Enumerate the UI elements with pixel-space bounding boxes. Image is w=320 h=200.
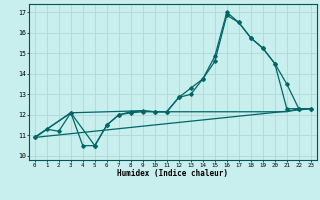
X-axis label: Humidex (Indice chaleur): Humidex (Indice chaleur)	[117, 169, 228, 178]
